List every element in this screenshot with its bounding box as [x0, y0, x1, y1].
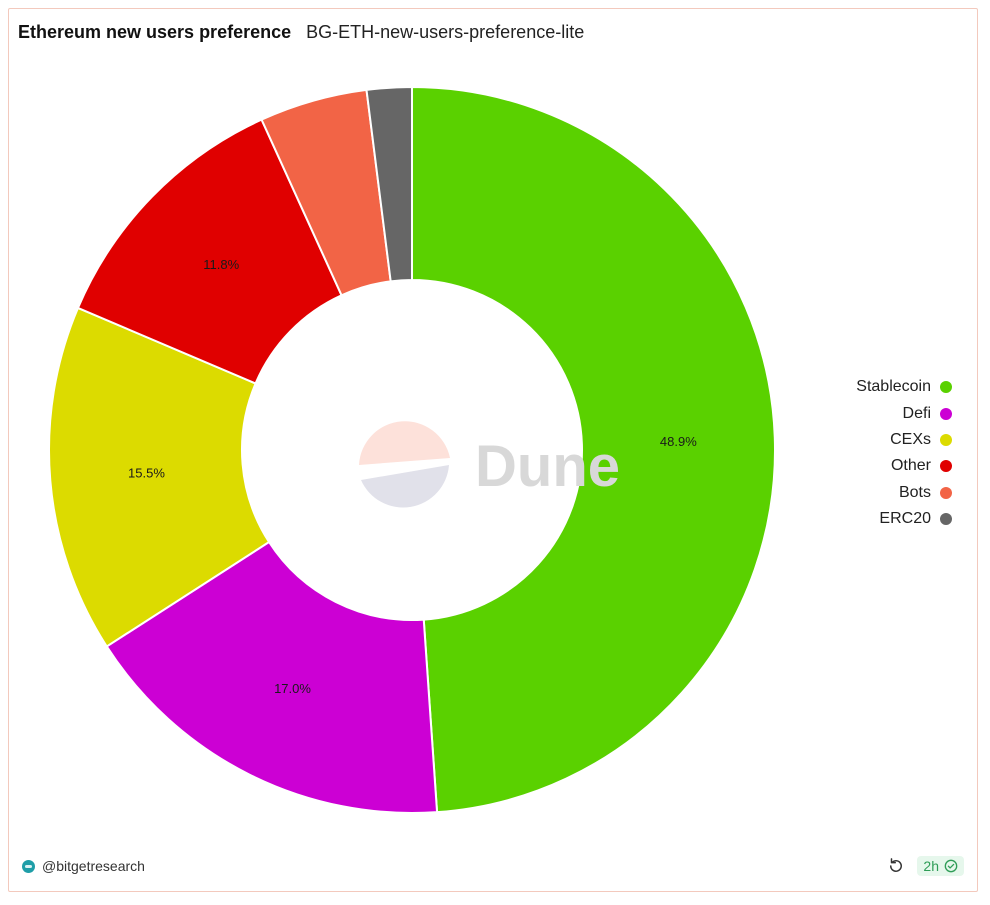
last-run-age: 2h: [923, 858, 939, 874]
pie-slice-cexs[interactable]: [48, 306, 271, 648]
legend-label: ERC20: [879, 510, 931, 528]
legend-color-dot: [940, 513, 952, 526]
legend-item-cexs[interactable]: CEXs: [856, 427, 952, 453]
legend-label: Stablecoin: [856, 378, 931, 396]
legend-item-defi[interactable]: Defi: [856, 400, 952, 426]
legend-label: CEXs: [890, 430, 931, 448]
slice-label-cexs: 15.5%: [128, 466, 165, 481]
legend-color-dot: [940, 381, 952, 394]
slice-label-stablecoin: 48.9%: [660, 434, 697, 449]
legend-label: Other: [890, 457, 931, 475]
legend-item-stablecoin[interactable]: Stablecoin: [856, 374, 952, 400]
legend-label: Bots: [898, 483, 931, 501]
pie-slice-other[interactable]: [76, 118, 343, 385]
author-link[interactable]: @bitgetresearch: [22, 858, 145, 874]
refresh-icon[interactable]: [887, 857, 905, 875]
check-circle-icon: [944, 859, 958, 873]
legend-color-dot: [940, 460, 952, 473]
slice-label-defi: 17.0%: [274, 681, 311, 696]
pie-slice-erc20[interactable]: [365, 85, 413, 283]
slice-label-other: 11.8%: [203, 257, 239, 272]
legend-color-dot: [940, 407, 952, 420]
legend-color-dot: [940, 486, 952, 499]
query-name[interactable]: BG-ETH-new-users-preference-lite: [306, 22, 585, 42]
last-run-badge[interactable]: 2h: [917, 856, 964, 876]
dune-watermark-text: Dune: [475, 434, 620, 499]
chart-legend: Stablecoin Defi CEXs Other Bots ERC20: [856, 374, 952, 532]
dune-watermark: Dune: [359, 421, 620, 508]
dune-logo-icon: [359, 421, 450, 465]
pie-slice-stablecoin[interactable]: [411, 85, 776, 814]
dune-logo-icon-lower: [361, 465, 449, 508]
legend-item-erc20[interactable]: ERC20: [856, 506, 952, 532]
avatar: [22, 859, 35, 873]
pie-slice-defi[interactable]: [105, 540, 439, 814]
legend-color-dot: [940, 433, 952, 446]
footer-status: 2h: [887, 856, 964, 876]
author-name: @bitgetresearch: [42, 858, 145, 874]
legend-label: Defi: [902, 404, 931, 422]
chart-header: Ethereum new users preference BG-ETH-new…: [18, 22, 584, 43]
legend-item-bots[interactable]: Bots: [856, 480, 952, 506]
legend-item-other[interactable]: Other: [856, 453, 952, 479]
chart-title: Ethereum new users preference: [18, 22, 292, 42]
